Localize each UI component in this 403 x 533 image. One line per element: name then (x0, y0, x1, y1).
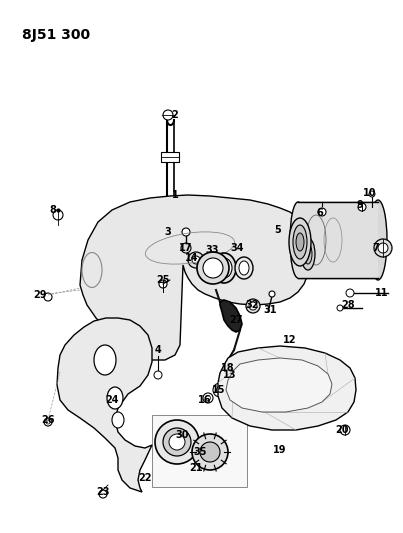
Bar (152, 415, 247, 487)
Text: 28: 28 (341, 300, 355, 310)
Ellipse shape (107, 387, 123, 409)
Polygon shape (218, 346, 356, 430)
Circle shape (318, 208, 326, 216)
Circle shape (154, 371, 162, 379)
Text: 9: 9 (357, 200, 364, 210)
Circle shape (163, 110, 173, 120)
Ellipse shape (369, 200, 387, 280)
Circle shape (99, 490, 107, 498)
Text: 24: 24 (105, 395, 119, 405)
Text: 2: 2 (172, 110, 179, 120)
Text: 16: 16 (198, 395, 212, 405)
Ellipse shape (112, 412, 124, 428)
Circle shape (192, 434, 228, 470)
Text: 17: 17 (179, 243, 193, 253)
Circle shape (249, 302, 257, 310)
Circle shape (159, 280, 167, 288)
Circle shape (163, 428, 191, 456)
Polygon shape (220, 300, 242, 332)
Bar (298, 202, 378, 278)
Circle shape (234, 374, 242, 382)
Ellipse shape (216, 258, 232, 278)
Text: 32: 32 (245, 300, 259, 310)
Ellipse shape (235, 257, 253, 279)
Text: 12: 12 (283, 335, 297, 345)
Text: 34: 34 (230, 243, 244, 253)
Ellipse shape (290, 202, 306, 278)
Circle shape (155, 420, 199, 464)
Circle shape (227, 363, 237, 373)
Bar (161, 152, 179, 162)
Ellipse shape (289, 218, 311, 266)
Circle shape (378, 243, 388, 253)
Text: 20: 20 (335, 425, 349, 435)
Ellipse shape (301, 238, 315, 270)
Polygon shape (80, 195, 310, 360)
Circle shape (44, 418, 52, 426)
Circle shape (53, 210, 63, 220)
Circle shape (44, 293, 52, 301)
Polygon shape (57, 318, 152, 492)
Text: 15: 15 (212, 385, 226, 395)
Text: 33: 33 (205, 245, 219, 255)
Text: 8: 8 (50, 205, 56, 215)
Text: 25: 25 (156, 275, 170, 285)
Text: 7: 7 (373, 243, 379, 253)
Text: 27: 27 (229, 315, 243, 325)
Ellipse shape (293, 225, 307, 259)
Text: 35: 35 (193, 447, 207, 457)
Text: 8J51 300: 8J51 300 (22, 28, 90, 42)
Ellipse shape (239, 261, 249, 275)
Text: 19: 19 (273, 445, 287, 455)
Text: 21: 21 (189, 463, 203, 473)
Circle shape (337, 305, 343, 311)
Text: 10: 10 (363, 188, 377, 198)
Ellipse shape (94, 345, 116, 375)
Text: 1: 1 (172, 190, 179, 200)
Circle shape (246, 299, 260, 313)
Circle shape (369, 191, 375, 197)
Text: 31: 31 (263, 305, 277, 315)
Circle shape (346, 289, 354, 297)
Circle shape (374, 239, 392, 257)
Circle shape (340, 425, 350, 435)
Text: 14: 14 (185, 253, 199, 263)
Text: 3: 3 (164, 227, 171, 237)
Circle shape (188, 252, 204, 268)
Text: 29: 29 (33, 290, 47, 300)
Circle shape (182, 228, 190, 236)
Text: 26: 26 (41, 415, 55, 425)
Circle shape (358, 203, 366, 211)
Ellipse shape (212, 253, 236, 283)
Ellipse shape (304, 244, 312, 264)
Text: 4: 4 (155, 345, 161, 355)
Text: 22: 22 (138, 473, 152, 483)
Text: 18: 18 (221, 363, 235, 373)
Text: 23: 23 (96, 487, 110, 497)
Circle shape (203, 258, 223, 278)
Text: 11: 11 (375, 288, 389, 298)
Bar (162, 276, 178, 286)
Circle shape (181, 243, 191, 253)
Circle shape (213, 383, 227, 397)
Ellipse shape (296, 233, 304, 251)
Circle shape (175, 232, 181, 238)
Polygon shape (226, 358, 332, 412)
Circle shape (200, 442, 220, 462)
Circle shape (197, 252, 229, 284)
Circle shape (229, 366, 235, 370)
Text: 6: 6 (317, 208, 323, 218)
Text: 30: 30 (175, 430, 189, 440)
Text: 5: 5 (274, 225, 281, 235)
Circle shape (192, 256, 200, 264)
Circle shape (169, 434, 185, 450)
Circle shape (203, 393, 213, 403)
Text: 13: 13 (223, 370, 237, 380)
Circle shape (269, 291, 275, 297)
